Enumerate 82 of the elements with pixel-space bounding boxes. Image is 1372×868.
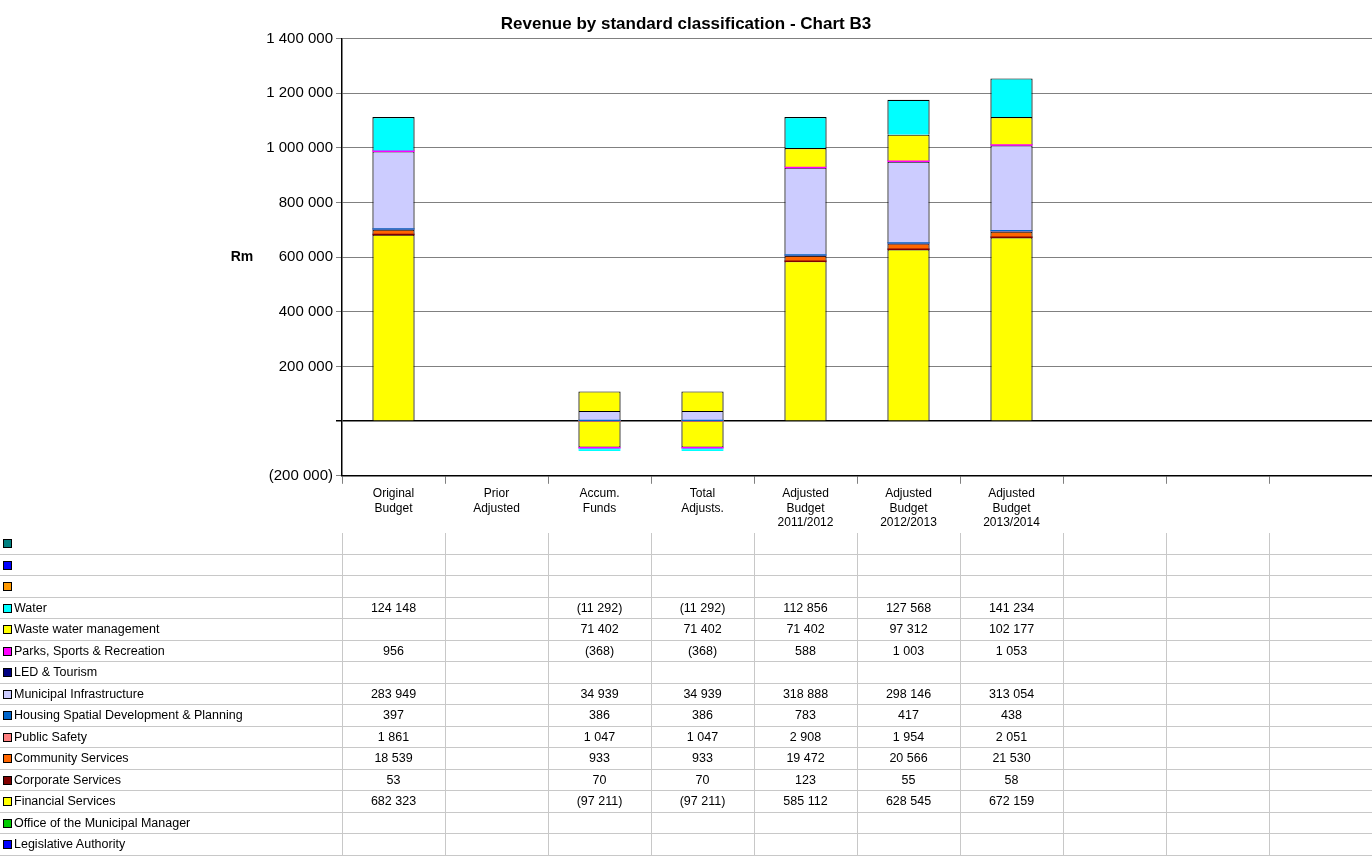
legend-label: Parks, Sports & Recreation [0, 640, 342, 662]
data-label: 1 053 [960, 640, 1063, 662]
data-label: 53 [342, 769, 445, 791]
x-tick-label: Adjusted Budget 2011/2012 [777, 486, 834, 530]
data-label: 55 [857, 769, 960, 791]
legend-label: Legislative Authority [0, 833, 342, 855]
data-label: (11 292) [651, 597, 754, 619]
data-label: 124 148 [342, 597, 445, 619]
y-tick-label: 400 000 [278, 301, 333, 319]
legend-label: Water [0, 597, 342, 619]
legend-label: Corporate Services [0, 769, 342, 791]
data-label: 628 545 [857, 790, 960, 812]
data-label: 141 234 [960, 597, 1063, 619]
data-label: 283 949 [342, 683, 445, 705]
data-label: 34 939 [548, 683, 651, 705]
data-label: 19 472 [754, 747, 857, 769]
y-axis-title: Rm [230, 247, 254, 264]
data-label: 127 568 [857, 597, 960, 619]
x-tick-label: Prior Adjusted [473, 486, 520, 515]
legend-label: Municipal Infrastructure [0, 683, 342, 705]
y-tick-label: 1 000 000 [266, 137, 333, 155]
data-label: 1 047 [651, 726, 754, 748]
x-tick-label: Accum. Funds [579, 486, 620, 515]
data-label: 298 146 [857, 683, 960, 705]
legend-label: Housing Spatial Development & Planning [0, 704, 342, 726]
data-label: (368) [548, 640, 651, 662]
data-label: 1 003 [857, 640, 960, 662]
y-tick-label: 800 000 [278, 192, 333, 210]
legend-label: Public Safety [0, 726, 342, 748]
data-label: 783 [754, 704, 857, 726]
data-label: 1 047 [548, 726, 651, 748]
legend-label: Office of the Municipal Manager [0, 812, 342, 834]
legend-label: Community Services [0, 747, 342, 769]
data-label: 933 [651, 747, 754, 769]
x-tick-label: Adjusted Budget 2013/2014 [983, 486, 1041, 530]
data-label: 438 [960, 704, 1063, 726]
data-label: 313 054 [960, 683, 1063, 705]
data-label: 20 566 [857, 747, 960, 769]
data-label: 34 939 [651, 683, 754, 705]
data-label: (97 211) [651, 790, 754, 812]
data-label: 386 [548, 704, 651, 726]
y-tick-label: 600 000 [278, 247, 333, 265]
x-tick-label: Adjusted Budget 2012/2013 [880, 486, 938, 530]
data-label: 71 402 [754, 618, 857, 640]
data-label: 70 [651, 769, 754, 791]
data-label: 123 [754, 769, 857, 791]
data-label: 588 [754, 640, 857, 662]
data-label: 417 [857, 704, 960, 726]
x-tick-label: Total Adjusts. [681, 486, 724, 515]
data-label: 386 [651, 704, 754, 726]
data-label: 933 [548, 747, 651, 769]
chart-title: Revenue by standard classification - Chart B3 [500, 13, 872, 33]
data-label: (11 292) [548, 597, 651, 619]
data-label: 21 530 [960, 747, 1063, 769]
data-label: 682 323 [342, 790, 445, 812]
data-label: 71 402 [651, 618, 754, 640]
data-label: 71 402 [548, 618, 651, 640]
data-label: 18 539 [342, 747, 445, 769]
data-label: 585 112 [754, 790, 857, 812]
data-label: 112 856 [754, 597, 857, 619]
data-label: 102 177 [960, 618, 1063, 640]
x-tick-label: Original Budget [372, 486, 415, 515]
data-label: 58 [960, 769, 1063, 791]
y-tick-label: 1 200 000 [266, 83, 333, 101]
data-label: 318 888 [754, 683, 857, 705]
data-label: 672 159 [960, 790, 1063, 812]
data-label: (97 211) [548, 790, 651, 812]
data-label: 1 954 [857, 726, 960, 748]
data-label: (368) [651, 640, 754, 662]
y-tick-label: (200 000) [268, 465, 333, 483]
data-label: 97 312 [857, 618, 960, 640]
data-label: 70 [548, 769, 651, 791]
y-tick-label: 200 000 [278, 356, 333, 374]
legend-label: Financial Services [0, 790, 342, 812]
legend-label: Waste water management [0, 618, 342, 640]
y-tick-label: 1 400 000 [266, 28, 333, 46]
data-label: 2 908 [754, 726, 857, 748]
legend-label: LED & Tourism [0, 661, 342, 683]
data-label: 1 861 [342, 726, 445, 748]
data-label: 2 051 [960, 726, 1063, 748]
data-label: 397 [342, 704, 445, 726]
data-label: 956 [342, 640, 445, 662]
